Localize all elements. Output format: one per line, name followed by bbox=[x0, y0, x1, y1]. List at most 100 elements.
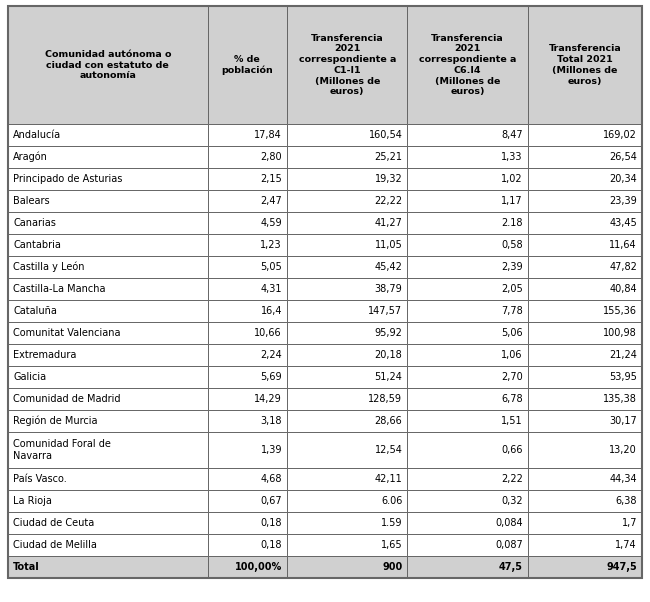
Bar bbox=[408, 410, 528, 432]
Bar bbox=[408, 534, 528, 556]
Text: 42,11: 42,11 bbox=[374, 474, 402, 484]
Bar bbox=[408, 212, 528, 234]
Bar bbox=[208, 432, 287, 468]
Bar bbox=[8, 278, 208, 300]
Bar bbox=[528, 512, 642, 534]
Bar bbox=[408, 344, 528, 366]
Text: 5,06: 5,06 bbox=[501, 328, 523, 338]
Bar bbox=[408, 234, 528, 256]
Text: % de
población: % de población bbox=[222, 55, 273, 75]
Bar bbox=[8, 212, 208, 234]
Bar bbox=[8, 256, 208, 278]
Text: 3,18: 3,18 bbox=[261, 416, 282, 426]
Bar bbox=[287, 366, 408, 388]
Bar bbox=[408, 146, 528, 168]
Bar bbox=[528, 410, 642, 432]
Bar bbox=[208, 146, 287, 168]
Bar bbox=[208, 534, 287, 556]
Bar bbox=[287, 256, 408, 278]
Bar bbox=[408, 124, 528, 146]
Bar bbox=[8, 468, 208, 490]
Text: 2,70: 2,70 bbox=[501, 372, 523, 382]
Bar bbox=[8, 366, 208, 388]
Bar bbox=[208, 468, 287, 490]
Text: 0,087: 0,087 bbox=[495, 540, 523, 550]
Text: Cataluña: Cataluña bbox=[13, 306, 57, 316]
Bar bbox=[287, 410, 408, 432]
Bar bbox=[8, 124, 208, 146]
Text: 1,74: 1,74 bbox=[616, 540, 637, 550]
Text: 40,84: 40,84 bbox=[610, 284, 637, 294]
Text: 2.18: 2.18 bbox=[501, 218, 523, 228]
Bar bbox=[408, 388, 528, 410]
Text: 5,05: 5,05 bbox=[260, 262, 282, 272]
Bar bbox=[8, 300, 208, 322]
Bar bbox=[287, 300, 408, 322]
Text: 4,31: 4,31 bbox=[261, 284, 282, 294]
Text: Principado de Asturias: Principado de Asturias bbox=[13, 174, 122, 184]
Bar bbox=[8, 410, 208, 432]
Text: Extremadura: Extremadura bbox=[13, 350, 77, 360]
Text: 19,32: 19,32 bbox=[374, 174, 402, 184]
Bar bbox=[287, 6, 408, 124]
Text: 0,18: 0,18 bbox=[261, 518, 282, 528]
Bar bbox=[208, 256, 287, 278]
Text: Aragón: Aragón bbox=[13, 152, 48, 163]
Text: 100,00%: 100,00% bbox=[235, 562, 282, 572]
Bar bbox=[528, 490, 642, 512]
Text: 95,92: 95,92 bbox=[374, 328, 402, 338]
Text: 51,24: 51,24 bbox=[374, 372, 402, 382]
Text: Transferencia
2021
correspondiente a
C1-I1
(Millones de
euros): Transferencia 2021 correspondiente a C1-… bbox=[298, 34, 396, 96]
Bar bbox=[528, 432, 642, 468]
Text: 41,27: 41,27 bbox=[374, 218, 402, 228]
Text: 8,47: 8,47 bbox=[501, 130, 523, 140]
Bar bbox=[528, 300, 642, 322]
Text: 135,38: 135,38 bbox=[603, 394, 637, 404]
Bar bbox=[287, 190, 408, 212]
Bar bbox=[208, 366, 287, 388]
Bar bbox=[287, 212, 408, 234]
Text: 0,084: 0,084 bbox=[495, 518, 523, 528]
Text: 2,39: 2,39 bbox=[501, 262, 523, 272]
Bar bbox=[408, 322, 528, 344]
Text: 17,84: 17,84 bbox=[254, 130, 282, 140]
Text: 900: 900 bbox=[382, 562, 402, 572]
Bar bbox=[287, 168, 408, 190]
Bar bbox=[408, 256, 528, 278]
Text: Comunitat Valenciana: Comunitat Valenciana bbox=[13, 328, 120, 338]
Bar bbox=[8, 534, 208, 556]
Text: La Rioja: La Rioja bbox=[13, 496, 52, 506]
Bar bbox=[208, 168, 287, 190]
Bar bbox=[408, 490, 528, 512]
Bar bbox=[208, 300, 287, 322]
Text: 13,20: 13,20 bbox=[609, 445, 637, 455]
Text: 21,24: 21,24 bbox=[609, 350, 637, 360]
Bar bbox=[8, 234, 208, 256]
Bar bbox=[208, 388, 287, 410]
Bar bbox=[8, 556, 208, 578]
Bar bbox=[408, 512, 528, 534]
Text: Comunidad de Madrid: Comunidad de Madrid bbox=[13, 394, 120, 404]
Text: 1,17: 1,17 bbox=[501, 196, 523, 206]
Text: 2,22: 2,22 bbox=[501, 474, 523, 484]
Text: 1,33: 1,33 bbox=[501, 152, 523, 162]
Bar bbox=[8, 388, 208, 410]
Bar bbox=[528, 388, 642, 410]
Bar bbox=[528, 234, 642, 256]
Bar bbox=[8, 168, 208, 190]
Bar bbox=[208, 278, 287, 300]
Bar bbox=[208, 234, 287, 256]
Text: Comunidad Foral de
Navarra: Comunidad Foral de Navarra bbox=[13, 439, 111, 461]
Text: 6,38: 6,38 bbox=[616, 496, 637, 506]
Text: Cantabria: Cantabria bbox=[13, 240, 61, 250]
Text: 160,54: 160,54 bbox=[369, 130, 402, 140]
Bar bbox=[528, 190, 642, 212]
Bar bbox=[408, 190, 528, 212]
Bar bbox=[287, 234, 408, 256]
Text: 155,36: 155,36 bbox=[603, 306, 637, 316]
Bar bbox=[528, 256, 642, 278]
Text: 20,34: 20,34 bbox=[609, 174, 637, 184]
Bar bbox=[8, 432, 208, 468]
Bar bbox=[528, 168, 642, 190]
Text: 10,66: 10,66 bbox=[254, 328, 282, 338]
